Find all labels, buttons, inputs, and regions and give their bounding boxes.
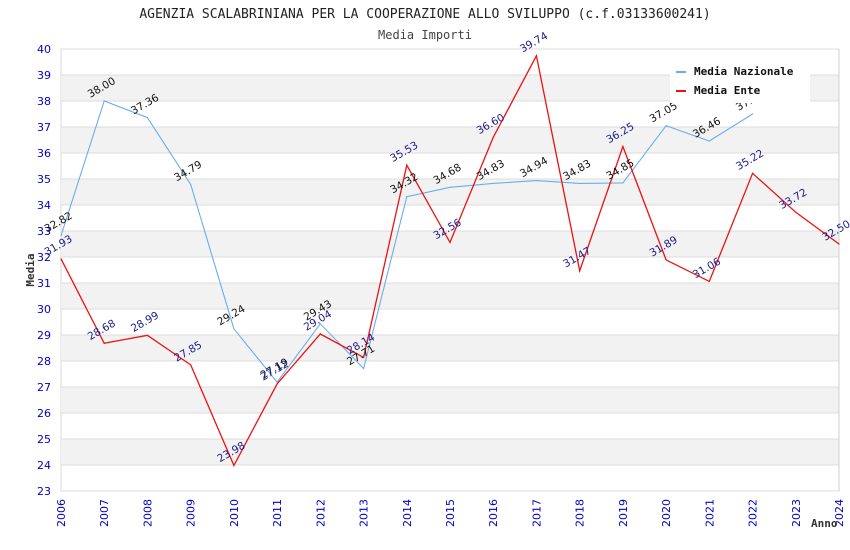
data-point bbox=[751, 113, 754, 115]
x-tick-label: 2008 bbox=[141, 499, 154, 527]
y-tick-label: 36 bbox=[37, 147, 51, 160]
x-tick-label: 2018 bbox=[574, 499, 587, 527]
y-tick-label: 40 bbox=[37, 43, 51, 56]
grid-lines bbox=[61, 48, 840, 492]
data-point bbox=[276, 381, 278, 383]
chart-subtitle: Media Importi bbox=[378, 28, 472, 42]
x-tick-label: 2012 bbox=[314, 499, 327, 527]
grid-band bbox=[61, 439, 839, 465]
x-tick-label: 2006 bbox=[55, 499, 68, 527]
data-point bbox=[103, 342, 105, 344]
data-point bbox=[795, 211, 797, 213]
x-tick-label: 2011 bbox=[271, 499, 284, 527]
legend-background bbox=[670, 60, 810, 103]
data-point bbox=[146, 117, 149, 119]
x-tick-label: 2024 bbox=[833, 499, 846, 527]
data-point bbox=[449, 186, 451, 188]
data-point bbox=[708, 280, 710, 283]
data-point bbox=[406, 164, 408, 166]
data-point bbox=[362, 367, 365, 370]
y-tick-label: 25 bbox=[37, 433, 51, 446]
series-lines bbox=[60, 53, 840, 468]
x-tick-label: 2023 bbox=[790, 499, 803, 527]
grid-bands bbox=[60, 48, 840, 492]
data-point bbox=[319, 323, 321, 325]
y-tick-label: 29 bbox=[37, 329, 51, 342]
x-tick-label: 2014 bbox=[401, 499, 414, 527]
y-tick-label: 38 bbox=[37, 95, 51, 108]
y-tick-label: 27 bbox=[37, 381, 51, 394]
x-tick-label: 2015 bbox=[444, 499, 457, 527]
plot-area bbox=[60, 48, 840, 492]
y-tick-label: 34 bbox=[37, 199, 51, 212]
chart-title: AGENZIA SCALABRINIANA PER LA COOPERAZION… bbox=[139, 7, 710, 22]
x-tick-label: 2016 bbox=[487, 499, 500, 527]
x-tick-label: 2022 bbox=[747, 499, 760, 527]
x-axis-label: Anno bbox=[811, 517, 838, 530]
x-tick-label: 2019 bbox=[617, 499, 630, 527]
y-tick-label: 24 bbox=[37, 459, 51, 472]
y-tick-label: 37 bbox=[37, 121, 51, 134]
data-point bbox=[535, 179, 538, 182]
y-tick-label: 30 bbox=[37, 303, 51, 316]
y-tick-label: 32 bbox=[37, 251, 51, 264]
grid-band bbox=[61, 127, 839, 153]
data-point bbox=[190, 183, 192, 186]
data-point bbox=[146, 334, 149, 336]
legend: Media Nazionale Media Ente bbox=[670, 60, 810, 103]
x-tick-label: 2009 bbox=[185, 499, 198, 527]
grid-band bbox=[61, 231, 839, 257]
data-point bbox=[665, 259, 667, 261]
data-point bbox=[60, 258, 62, 260]
y-tick-label: 31 bbox=[37, 277, 51, 290]
grid-band bbox=[61, 283, 839, 309]
y-tick-label: 28 bbox=[37, 355, 51, 368]
x-tick-label: 2020 bbox=[660, 499, 673, 527]
y-tick-label: 35 bbox=[37, 173, 51, 186]
y-axis-label: Media bbox=[24, 253, 37, 286]
data-point bbox=[492, 182, 494, 185]
legend-label-nazionale: Media Nazionale bbox=[694, 65, 794, 78]
y-tick-label: 33 bbox=[37, 225, 51, 238]
data-point bbox=[492, 136, 494, 138]
x-tick-label: 2010 bbox=[228, 499, 241, 527]
data-point bbox=[622, 182, 624, 184]
x-tick-label: 2021 bbox=[703, 499, 716, 527]
y-tick-label: 23 bbox=[37, 485, 51, 498]
data-point bbox=[60, 235, 62, 237]
data-point bbox=[233, 464, 235, 467]
grid-band bbox=[61, 335, 839, 361]
data-point bbox=[449, 241, 451, 244]
grid-band bbox=[61, 179, 839, 205]
data-point bbox=[190, 364, 192, 366]
y-tick-label: 39 bbox=[37, 69, 51, 82]
data-point bbox=[751, 172, 754, 174]
data-point bbox=[838, 243, 840, 245]
data-point bbox=[579, 270, 581, 272]
data-point bbox=[362, 356, 365, 358]
y-axis-ticks: 23 24 25 26 27 28 29 30 31 32 33 34 35 36 37 38 39 40 bbox=[37, 43, 51, 498]
x-tick-label: 2013 bbox=[358, 499, 371, 527]
data-point bbox=[535, 55, 538, 57]
data-point bbox=[579, 182, 581, 185]
x-tick-label: 2007 bbox=[98, 499, 111, 527]
data-point bbox=[276, 383, 278, 385]
data-point bbox=[665, 125, 667, 127]
data-point bbox=[406, 196, 408, 198]
legend-label-ente: Media Ente bbox=[694, 84, 761, 97]
x-axis-ticks: 2006 2007 2008 2009 2010 2011 2012 2013 2014 2015… bbox=[55, 499, 846, 527]
data-point bbox=[103, 100, 105, 102]
data-point bbox=[319, 333, 321, 335]
data-point bbox=[708, 140, 710, 142]
data-point bbox=[233, 328, 235, 330]
x-tick-label: 2017 bbox=[530, 499, 543, 527]
grid-band bbox=[61, 387, 839, 413]
y-tick-label: 26 bbox=[37, 407, 51, 420]
data-point bbox=[622, 145, 624, 148]
